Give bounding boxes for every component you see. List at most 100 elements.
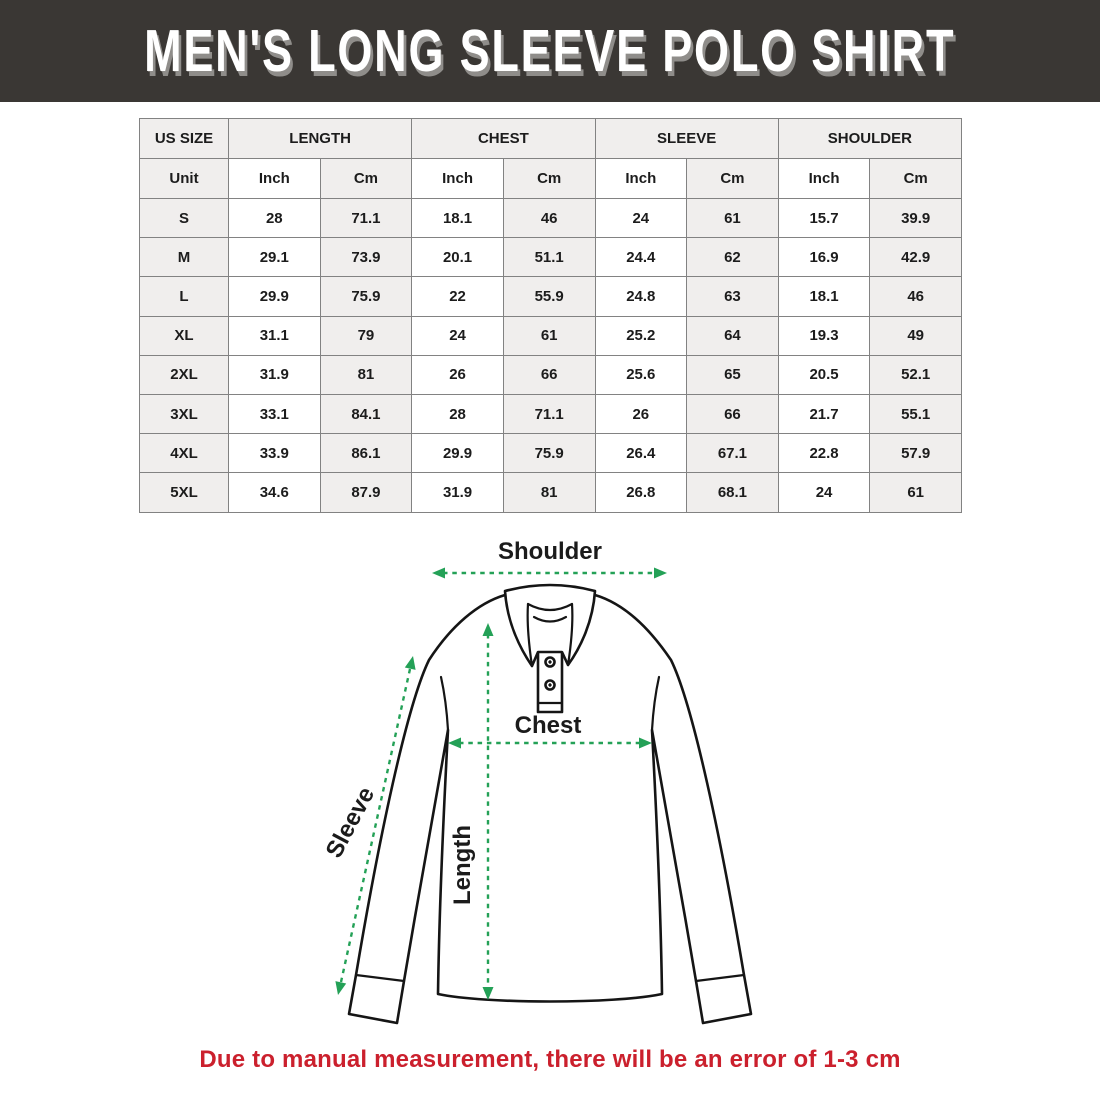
size-chart-table: US SIZE LENGTH CHEST SLEEVE SHOULDER Unit Inch… (139, 118, 963, 513)
value-cell: 64 (686, 315, 779, 356)
unit-header-cell: Inch (594, 158, 688, 199)
value-cell: 73.9 (319, 237, 413, 278)
value-cell: 57.9 (869, 433, 962, 474)
value-cell: 49 (869, 315, 962, 356)
value-cell: 31.1 (228, 315, 321, 356)
column-group-header: US SIZE (139, 118, 229, 159)
group-header-row: US SIZE LENGTH CHEST SLEEVE SHOULDER (139, 118, 963, 159)
chest-arrow-left-head (448, 737, 461, 749)
value-cell: 46 (502, 197, 596, 239)
value-cell: 61 (502, 315, 596, 356)
value-cell: 18.1 (411, 197, 504, 239)
size-row-4xl: 4XL 33.9 86.1 29.9 75.9 26.4 67.1 22.8 57.9 (139, 433, 962, 474)
value-cell: 26.4 (594, 433, 688, 474)
value-cell: 22.8 (777, 433, 871, 474)
size-cell: 3XL (139, 393, 229, 435)
value-cell: 33.9 (228, 433, 321, 474)
size-cell: 2XL (139, 354, 229, 395)
column-group-header: SLEEVE (594, 118, 779, 159)
value-cell: 42.9 (869, 237, 962, 278)
unit-header-cell: Cm (319, 158, 413, 199)
value-cell: 52.1 (869, 354, 962, 395)
table-body: S 28 71.1 18.1 46 24 61 15.7 39.9 M 29.1 73.9 20.1 51… (139, 197, 962, 513)
button-bottom-hole (548, 682, 552, 688)
value-cell: 46 (869, 276, 962, 317)
unit-header-cell: Inch (228, 158, 321, 199)
value-cell: 33.1 (228, 393, 321, 435)
unit-header-cell: Cm (502, 158, 596, 199)
value-cell: 29.9 (411, 433, 504, 474)
value-cell: 62 (686, 237, 779, 278)
value-cell: 71.1 (319, 197, 413, 239)
value-cell: 25.6 (594, 354, 688, 395)
title-banner: MEN'S LONG SLEEVE POLO SHIRT (0, 0, 1100, 102)
unit-header-cell: Unit (139, 158, 229, 199)
value-cell: 20.1 (411, 237, 504, 278)
value-cell: 68.1 (686, 472, 779, 513)
length-arrow-top-head (482, 623, 494, 636)
size-row-2xl: 2XL 31.9 81 26 66 25.6 65 20.5 52.1 (139, 354, 962, 395)
value-cell: 25.2 (594, 315, 688, 356)
collar-inner-line (532, 615, 568, 623)
value-cell: 21.7 (777, 393, 871, 435)
value-cell: 87.9 (319, 472, 413, 513)
right-armhole-seam (650, 675, 661, 732)
value-cell: 31.9 (228, 354, 321, 395)
unit-header-row: Unit Inch Cm Inch Cm Inch Cm Inch Cm (139, 158, 962, 199)
button-top-hole (548, 659, 552, 665)
value-cell: 55.1 (869, 393, 962, 435)
value-cell: 28 (411, 393, 504, 435)
chest-label: Chest (515, 712, 582, 739)
value-cell: 22 (411, 276, 504, 317)
size-row-xl: XL 31.1 79 24 61 25.2 64 19.3 49 (139, 315, 962, 356)
value-cell: 79 (319, 315, 413, 356)
collar-right-fold (566, 602, 574, 667)
collar-back-line (526, 602, 574, 612)
value-cell: 61 (869, 472, 962, 513)
size-row-5xl: 5XL 34.6 87.9 31.9 81 26.8 68.1 24 61 (139, 472, 962, 513)
column-group-header: CHEST (411, 118, 596, 159)
sleeve-arrow-top-head (404, 656, 416, 670)
sleeve-arrow (339, 668, 412, 983)
value-cell: 39.9 (869, 197, 962, 239)
value-cell: 19.3 (777, 315, 871, 356)
value-cell: 24 (411, 315, 504, 356)
value-cell: 66 (502, 354, 596, 395)
size-row-3xl: 3XL 33.1 84.1 28 71.1 26 66 21.7 55.1 (139, 393, 962, 435)
table-head: US SIZE LENGTH CHEST SLEEVE SHOULDER Unit Inch… (139, 118, 963, 199)
value-cell: 65 (686, 354, 779, 395)
shirt-body-outline (347, 587, 753, 1025)
size-cell: S (139, 197, 229, 239)
value-cell: 24.8 (594, 276, 688, 317)
value-cell: 66 (686, 393, 779, 435)
unit-header-cell: Inch (411, 158, 504, 199)
value-cell: 24.4 (594, 237, 688, 278)
page-title: MEN'S LONG SLEEVE POLO SHIRT (144, 17, 956, 85)
value-cell: 26 (594, 393, 688, 435)
size-row-l: L 29.9 75.9 22 55.9 24.8 63 18.1 46 (139, 276, 962, 317)
value-cell: 81 (319, 354, 413, 395)
length-arrow-bottom-head (482, 987, 494, 1000)
value-cell: 55.9 (502, 276, 596, 317)
size-cell: XL (139, 315, 229, 356)
size-cell: L (139, 276, 229, 317)
sleeve-label: Sleeve (321, 783, 381, 863)
value-cell: 24 (777, 472, 871, 513)
unit-header-cell: Cm (686, 158, 779, 199)
unit-header-cell: Cm (869, 158, 962, 199)
value-cell: 26 (411, 354, 504, 395)
value-cell: 63 (686, 276, 779, 317)
value-cell: 28 (228, 197, 321, 239)
value-cell: 18.1 (777, 276, 871, 317)
value-cell: 29.9 (228, 276, 321, 317)
value-cell: 61 (686, 197, 779, 239)
value-cell: 20.5 (777, 354, 871, 395)
value-cell: 84.1 (319, 393, 413, 435)
column-group-header: SHOULDER (777, 118, 963, 159)
left-cuff-seam (354, 973, 406, 983)
value-cell: 34.6 (228, 472, 321, 513)
size-cell: 5XL (139, 472, 229, 513)
value-cell: 51.1 (502, 237, 596, 278)
size-row-m: M 29.1 73.9 20.1 51.1 24.4 62 16.9 42.9 (139, 237, 962, 278)
length-label: Length (449, 825, 476, 905)
